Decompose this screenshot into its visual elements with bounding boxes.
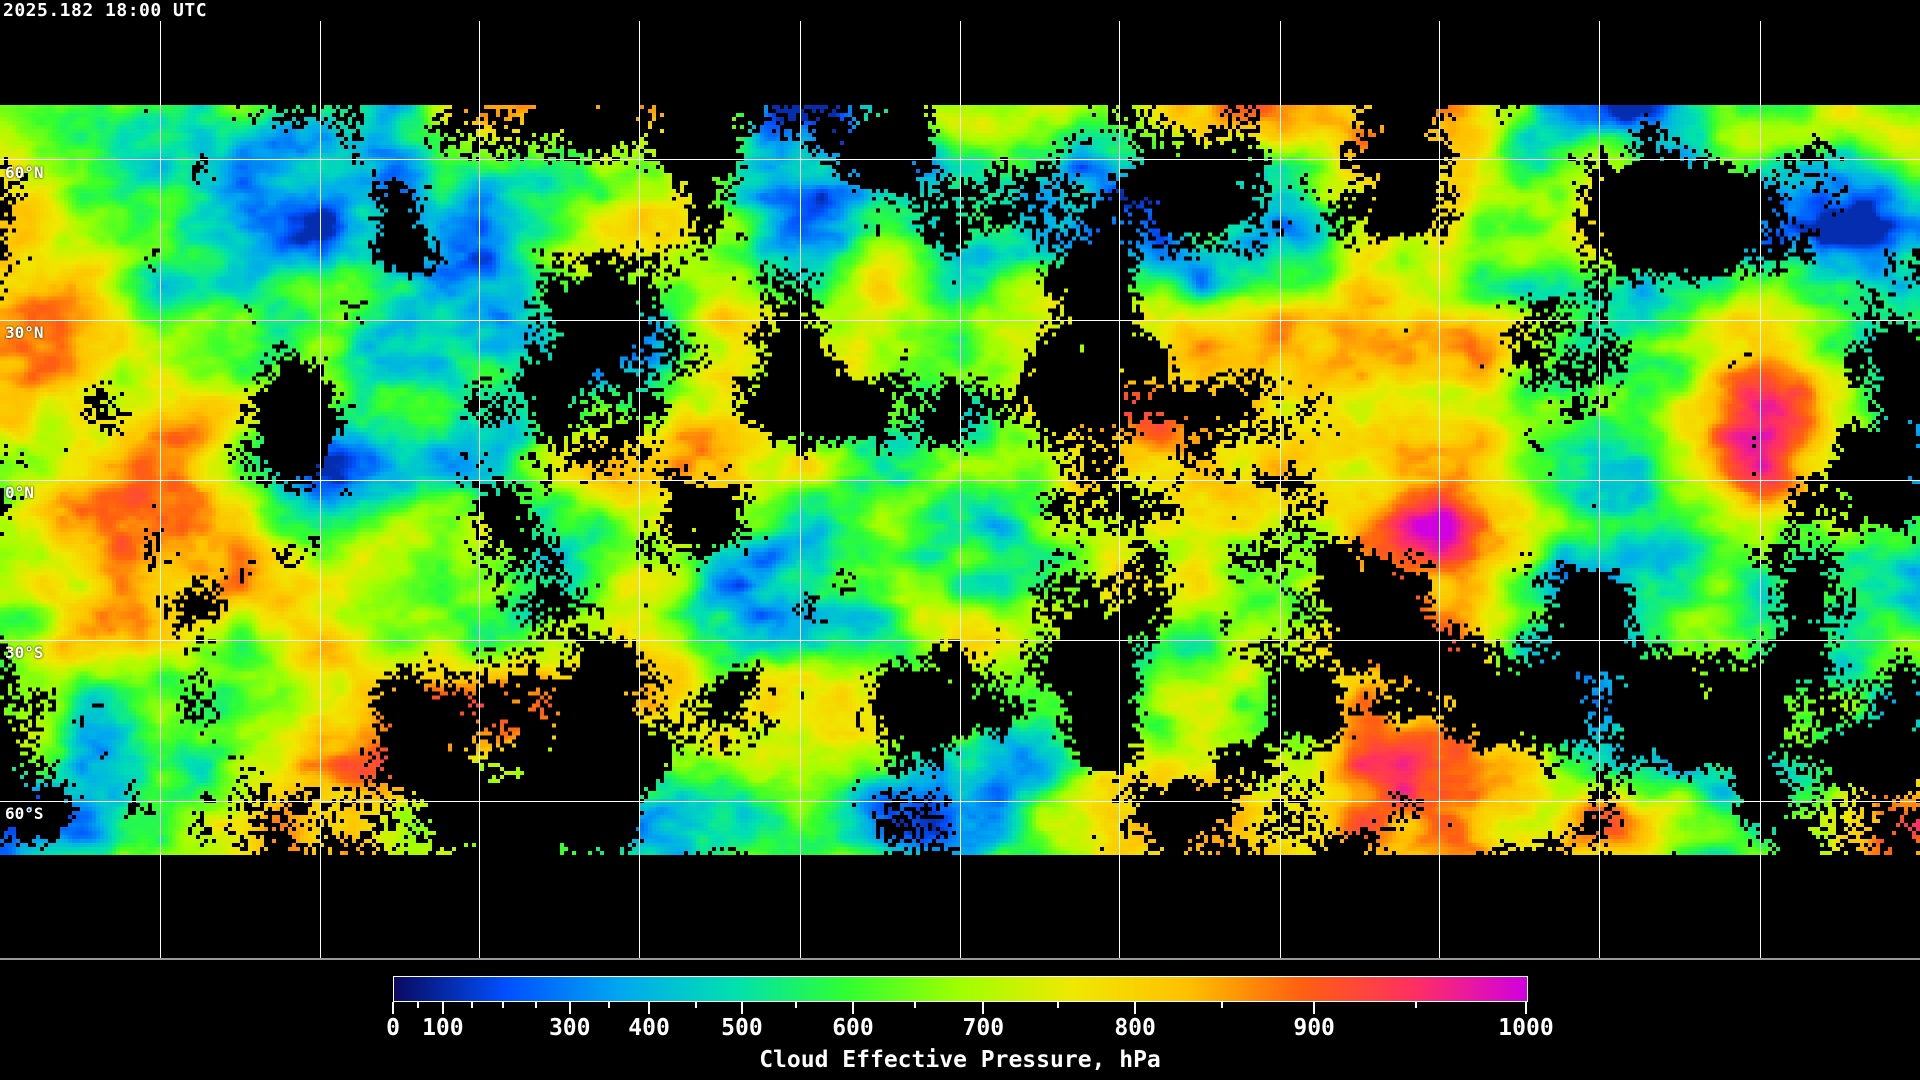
longitude-line bbox=[639, 21, 640, 958]
timestamp: 2025.182 18:00 UTC bbox=[3, 0, 208, 21]
major-tick bbox=[982, 1002, 985, 1014]
longitude-line bbox=[160, 21, 161, 958]
lat-label-30s: 30°S bbox=[5, 643, 44, 662]
major-tick bbox=[1525, 1002, 1527, 1014]
latitude-line bbox=[0, 159, 1920, 160]
latitude-line bbox=[0, 801, 1920, 802]
longitude-line bbox=[479, 21, 480, 958]
tick-label-500: 500 bbox=[721, 1015, 763, 1041]
map-border bbox=[0, 958, 1920, 960]
major-tick bbox=[441, 1002, 444, 1014]
longitude-line bbox=[1280, 21, 1281, 958]
major-tick bbox=[1134, 1002, 1137, 1014]
longitude-line bbox=[1760, 21, 1761, 958]
tick-label-400: 400 bbox=[628, 1015, 670, 1041]
lat-label-60s: 60°S bbox=[5, 804, 44, 823]
tick-label-700: 700 bbox=[962, 1015, 1005, 1041]
lat-label-0n: 0°N bbox=[5, 483, 34, 502]
lat-label-30n: 30°N bbox=[5, 323, 44, 342]
minor-tick bbox=[1221, 1002, 1224, 1008]
longitude-line bbox=[320, 21, 321, 958]
major-tick bbox=[392, 1002, 394, 1014]
tick-label-100: 100 bbox=[422, 1015, 464, 1041]
lat-label-60n: 60°N bbox=[5, 163, 44, 182]
minor-tick bbox=[694, 1002, 697, 1008]
major-tick bbox=[851, 1002, 854, 1014]
tick-label-900: 900 bbox=[1293, 1015, 1335, 1041]
minor-tick bbox=[534, 1002, 537, 1008]
longitude-line bbox=[960, 21, 961, 958]
minor-tick bbox=[416, 1002, 419, 1008]
longitude-line bbox=[1119, 21, 1120, 958]
longitude-line bbox=[1439, 21, 1440, 958]
major-tick bbox=[740, 1002, 743, 1014]
longitude-line bbox=[800, 21, 801, 958]
minor-tick bbox=[795, 1002, 798, 1008]
major-tick bbox=[568, 1002, 571, 1014]
latitude-line bbox=[0, 480, 1920, 481]
major-tick bbox=[1313, 1002, 1316, 1014]
tick-label-300: 300 bbox=[548, 1015, 591, 1041]
tick-label-600: 600 bbox=[832, 1015, 874, 1041]
minor-tick bbox=[501, 1002, 504, 1008]
minor-tick bbox=[608, 1002, 611, 1008]
minor-tick bbox=[1057, 1002, 1060, 1008]
major-tick bbox=[648, 1002, 651, 1014]
colorbar-title: Cloud Effective Pressure, hPa bbox=[759, 1047, 1161, 1073]
latitude-line bbox=[0, 320, 1920, 321]
colorbar bbox=[393, 976, 1528, 1002]
tick-label-1000: 1000 bbox=[1498, 1015, 1554, 1041]
minor-tick bbox=[914, 1002, 917, 1008]
longitude-line bbox=[1599, 21, 1600, 958]
tick-label-800: 800 bbox=[1114, 1015, 1156, 1041]
tick-label-0: 0 bbox=[386, 1015, 400, 1041]
global-cloud-map: 60°N 30°N 0°N 30°S 60°S 2025.182 18:00 U… bbox=[0, 0, 1920, 958]
minor-tick bbox=[471, 1002, 474, 1008]
minor-tick bbox=[1415, 1002, 1418, 1008]
latitude-line bbox=[0, 640, 1920, 641]
